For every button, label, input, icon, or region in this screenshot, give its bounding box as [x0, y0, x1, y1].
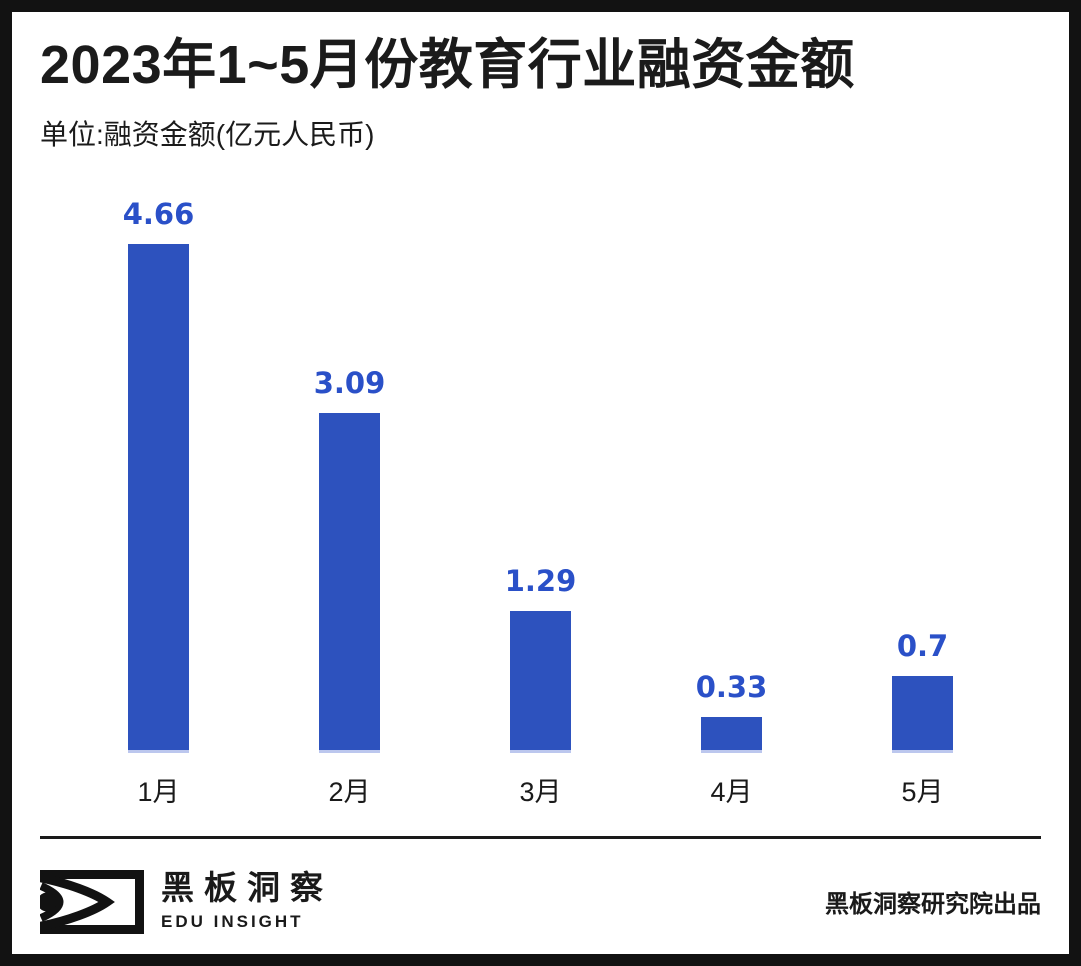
- x-axis-label: 5月: [901, 776, 944, 807]
- bar-column: 3.09: [254, 197, 445, 753]
- unit-note: 单位:融资金额(亿元人民币): [40, 118, 375, 150]
- bar-value-label: 1.29: [504, 563, 577, 598]
- x-axis-label: 3月: [519, 776, 562, 807]
- bar-value-label: 0.33: [695, 669, 768, 704]
- brand-logo: 黑板洞察 EDU INSIGHT: [40, 869, 333, 934]
- page-title: 2023年1~5月份教育行业融资金额: [40, 35, 855, 95]
- bar: [892, 675, 953, 753]
- bar-value-label: 0.7: [896, 628, 949, 663]
- bar-column: 4.66: [63, 197, 254, 753]
- logo-text-en: EDU INSIGHT: [161, 912, 304, 932]
- bar-chart: 4.66 3.09 1.29 0.33 0.7: [63, 197, 1018, 753]
- bar: [128, 243, 189, 753]
- x-axis-label: 1月: [137, 776, 180, 807]
- bar-value-label: 4.66: [122, 196, 195, 231]
- logo-texts: 黑板洞察 EDU INSIGHT: [161, 871, 333, 932]
- footer: 黑板洞察 EDU INSIGHT 黑板洞察研究院出品: [40, 869, 1041, 934]
- footer-divider: [40, 835, 1041, 839]
- bar: [701, 716, 762, 753]
- bar-column: 1.29: [445, 197, 636, 753]
- x-axis-label: 2月: [328, 776, 371, 807]
- x-axis-label: 4月: [710, 776, 753, 807]
- bar-column: 0.33: [636, 197, 827, 753]
- eye-logo-icon: [40, 869, 144, 934]
- logo-text-cn: 黑板洞察: [161, 869, 333, 907]
- category-row: 1月 2月 3月 4月 5月: [63, 753, 1018, 809]
- bar: [319, 412, 380, 753]
- bar: [510, 610, 571, 753]
- credit-text: 黑板洞察研究院出品: [825, 891, 1041, 919]
- bar-value-label: 3.09: [313, 365, 386, 400]
- bar-column: 0.7: [827, 197, 1018, 753]
